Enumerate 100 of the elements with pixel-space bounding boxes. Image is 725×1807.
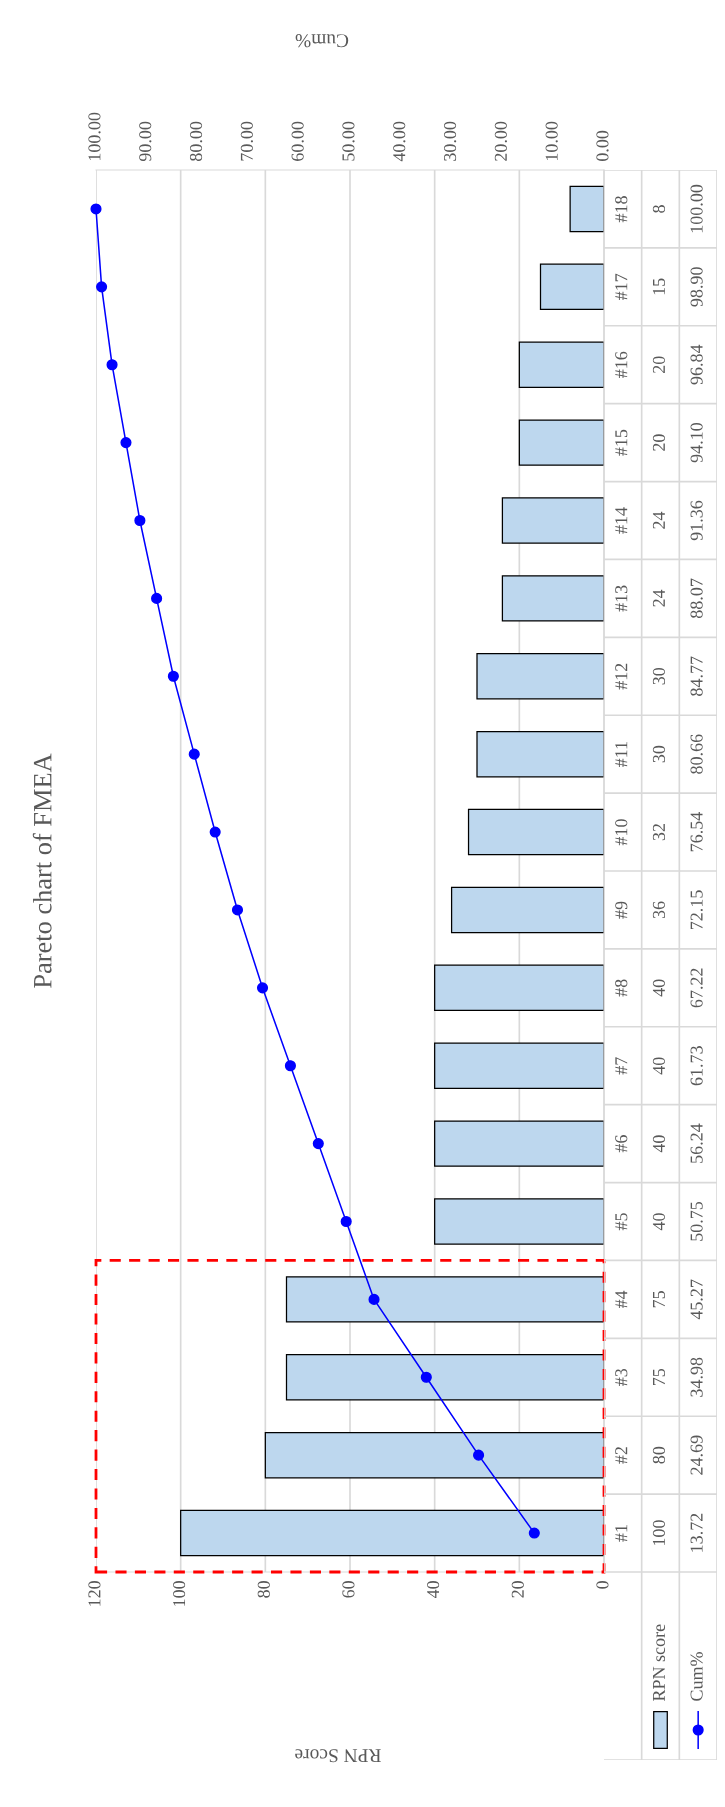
bar	[476, 653, 604, 700]
point	[256, 982, 269, 994]
point	[188, 748, 200, 760]
data-label: 30	[652, 667, 666, 685]
data-label: 84.77	[690, 656, 703, 696]
data-label: 91.36	[690, 500, 703, 541]
text: RPN score	[653, 1624, 666, 1702]
x-tick-label: 100	[173, 1581, 186, 1606]
bar	[264, 1431, 604, 1479]
y-tick-label: #9	[615, 901, 628, 919]
data-label: 76.54	[690, 812, 703, 852]
x-tick-label: 40	[427, 1581, 440, 1599]
bar	[285, 1354, 604, 1401]
y-tick-label: #6	[615, 1135, 628, 1153]
x2-tick-label: 40.00	[393, 121, 406, 162]
point	[231, 904, 244, 916]
y-tick-label: #16	[615, 351, 628, 378]
data-label: 40	[652, 1213, 666, 1231]
point	[340, 1215, 352, 1228]
data-label: 24	[652, 589, 665, 607]
data-label: 61.73	[690, 1046, 703, 1086]
x2-tick-label: 70.00	[240, 121, 253, 161]
point	[368, 1293, 380, 1305]
data-label: 36	[652, 901, 666, 919]
bar	[434, 1198, 604, 1245]
data-label: 20	[652, 434, 666, 451]
data-label: 30	[652, 745, 666, 763]
bar	[467, 808, 604, 856]
data-label: 75	[653, 1291, 666, 1308]
x2-tick-label: 90.00	[139, 121, 152, 162]
data-label: 67.22	[690, 968, 703, 1008]
y-tick-label: #15	[615, 429, 628, 456]
data-label: 80.66	[690, 734, 703, 774]
data-label: 80	[652, 1446, 666, 1464]
text: RPN Score	[295, 1749, 381, 1763]
bar	[434, 1042, 604, 1089]
bar	[518, 341, 604, 388]
x2-tick-label: 0.00	[596, 130, 609, 161]
bar	[476, 730, 604, 778]
data-label: 32	[652, 824, 666, 841]
bar	[539, 263, 604, 311]
y-tick-label: #13	[615, 585, 628, 612]
y-tick-label: #4	[615, 1290, 628, 1309]
y-tick-label: #10	[615, 819, 628, 846]
point	[151, 592, 163, 604]
data-label: 88.07	[690, 578, 703, 619]
bar	[518, 419, 604, 466]
point	[528, 1527, 540, 1539]
y-tick-label: #7	[615, 1057, 628, 1075]
x2-tick-label: 60.00	[291, 121, 304, 161]
bar	[501, 575, 604, 622]
data-label: 8	[652, 205, 666, 213]
bar	[434, 964, 604, 1012]
data-label: 34.98	[690, 1357, 703, 1397]
y-tick-label: #2	[615, 1447, 628, 1464]
x2-tick-label: 100.00	[88, 112, 101, 161]
data-label: 100	[652, 1520, 666, 1546]
x2-axis-title: Cum%	[295, 34, 349, 48]
x-tick-label: 0	[596, 1581, 609, 1589]
data-label: 20	[652, 356, 666, 373]
point	[312, 1138, 324, 1150]
bar	[450, 886, 604, 934]
point	[134, 514, 146, 527]
y-tick-label: #12	[615, 663, 628, 690]
y-tick-label: #8	[615, 979, 628, 997]
point	[284, 1060, 296, 1072]
point	[209, 826, 221, 838]
data-label: 40	[652, 1057, 666, 1075]
y-tick-label: #5	[615, 1213, 628, 1231]
data-label: 72.15	[690, 890, 703, 930]
y-tick-label: #3	[615, 1368, 628, 1386]
data-label: 50.75	[690, 1201, 703, 1241]
data-label: 24	[652, 511, 665, 529]
x2-tick-label: 20.00	[494, 121, 507, 161]
data-label: 96.84	[690, 344, 703, 385]
x2-tick-label: 30.00	[443, 121, 457, 161]
y-tick-label: #18	[615, 196, 628, 223]
x2-tick-label: 10.00	[545, 121, 558, 161]
bar	[180, 1509, 604, 1557]
data-label: 45.27	[690, 1279, 703, 1320]
x-tick-label: 20	[511, 1581, 524, 1598]
y-tick-label: #11	[615, 742, 628, 768]
point	[473, 1449, 485, 1461]
bar	[569, 185, 604, 233]
data-label: 75	[653, 1368, 666, 1386]
x-tick-label: 80	[257, 1581, 270, 1598]
data-label: 13.72	[690, 1513, 703, 1552]
text: Pareto chart of FMEA	[32, 753, 52, 988]
point	[106, 359, 118, 371]
data-label: 94.10	[690, 422, 703, 463]
data-label: 15	[652, 278, 666, 295]
data-label: 24.69	[690, 1435, 703, 1475]
data-label: 98.90	[690, 267, 703, 307]
bar	[501, 497, 604, 544]
x2-tick-label: 80.00	[189, 121, 203, 161]
bar	[285, 1276, 604, 1323]
point	[420, 1371, 432, 1383]
x2-tick-label: 50.00	[342, 121, 355, 161]
text: Cum%	[690, 1652, 703, 1701]
y-tick-label: #17	[615, 273, 628, 301]
